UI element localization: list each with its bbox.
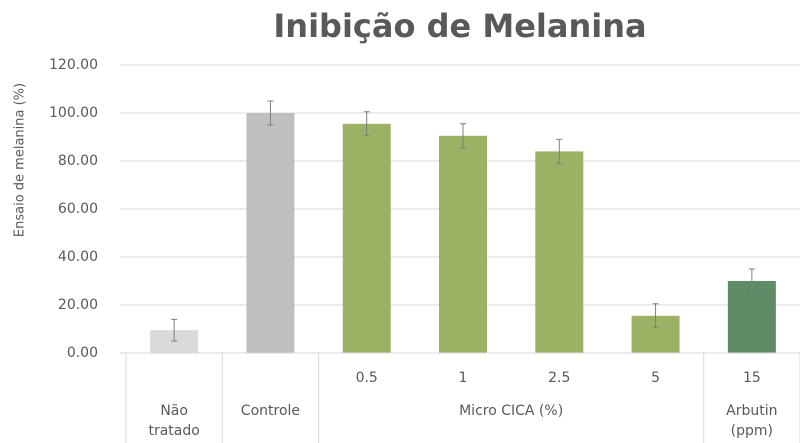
- group-label: Arbutin (ppm): [726, 403, 778, 439]
- y-tick-label: 80.00: [58, 153, 98, 169]
- y-tick-label: 60.00: [58, 201, 98, 217]
- error-bar: [748, 268, 755, 294]
- group-label: Micro CICA (%): [459, 403, 564, 419]
- x-tick-label: 2.5: [548, 370, 570, 386]
- chart-title: Inibição de Melanina: [273, 7, 646, 45]
- bar: [439, 135, 487, 353]
- x-tick-label: 15: [743, 370, 761, 386]
- y-tick-label: 20.00: [58, 297, 98, 313]
- bar: [535, 151, 584, 353]
- group-label: Não tratado: [148, 403, 200, 439]
- bar: [342, 123, 391, 353]
- x-tick-label: 5: [651, 370, 660, 386]
- error-bar: [652, 303, 659, 329]
- x-tick-label: 0.5: [356, 370, 378, 386]
- error-bar: [171, 318, 178, 342]
- y-tick-label: 0.00: [67, 345, 98, 361]
- y-tick-label: 100.00: [49, 105, 98, 121]
- bar: [246, 113, 295, 353]
- error-bar: [460, 123, 466, 149]
- error-bar: [556, 138, 563, 164]
- error-bar: [267, 100, 274, 126]
- y-tick-label: 120.00: [49, 57, 98, 73]
- error-bar: [363, 111, 370, 137]
- y-axis-title: Ensaio de melanina (%): [13, 83, 28, 237]
- y-tick-label: 40.00: [58, 249, 98, 265]
- x-tick-label: 1: [459, 370, 468, 386]
- bar: [150, 330, 199, 353]
- group-label: Controle: [240, 403, 301, 419]
